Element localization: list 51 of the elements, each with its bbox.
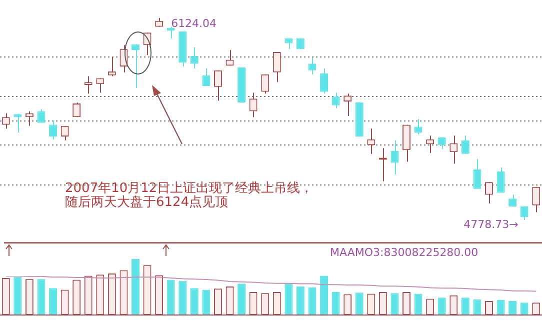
candlestick	[272, 51, 281, 83]
bar	[355, 292, 364, 315]
bar	[438, 298, 446, 315]
annotation: 4778.73→	[464, 218, 518, 231]
bar	[190, 288, 198, 315]
bar	[202, 290, 210, 315]
bar	[284, 284, 293, 315]
bar	[238, 284, 246, 315]
candlestick	[96, 78, 104, 94]
bar	[508, 301, 517, 315]
bar	[178, 280, 187, 315]
candlestick	[450, 135, 458, 164]
bar	[496, 300, 505, 315]
candlestick	[25, 110, 34, 126]
candlestick	[320, 68, 328, 94]
candlestick	[344, 93, 352, 117]
candlestick	[402, 124, 410, 162]
bar	[37, 279, 46, 315]
candlestick	[84, 76, 92, 94]
candlestick	[532, 186, 540, 213]
candlestick	[214, 70, 222, 102]
candlestick	[308, 57, 316, 75]
candlestick	[72, 102, 81, 118]
bar	[166, 280, 175, 315]
bar	[390, 293, 399, 315]
candlestick	[132, 44, 140, 88]
candlestick	[261, 74, 270, 94]
candlestick	[367, 128, 376, 154]
bar	[308, 288, 316, 315]
candlestick	[14, 114, 22, 134]
text: MAAMO3:83008225280.00	[330, 246, 478, 259]
candlestick	[226, 49, 234, 66]
bar	[473, 299, 482, 315]
candlestick	[414, 118, 422, 136]
candlestick	[461, 135, 470, 154]
bar	[461, 298, 470, 315]
candlestick	[2, 112, 10, 130]
bar	[414, 294, 422, 315]
bar	[320, 276, 328, 315]
bar	[14, 276, 22, 315]
candlestick	[473, 158, 482, 190]
candlestick	[496, 167, 505, 194]
bar	[332, 292, 340, 315]
bar	[49, 288, 57, 315]
candlestick	[108, 56, 116, 77]
annotation: 6124.04	[171, 16, 217, 30]
bar	[296, 286, 304, 315]
candlestick	[426, 135, 434, 154]
candlestick	[190, 46, 198, 69]
bar	[132, 259, 140, 315]
annotation: 2007年10月12日上证出现了经典上吊线，随后两天大盘于6124点见顶	[65, 181, 314, 210]
